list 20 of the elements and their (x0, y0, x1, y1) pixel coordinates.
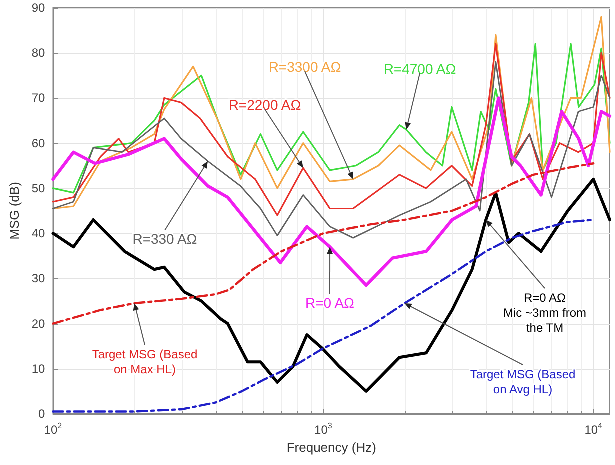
text: Target MSG (Based on Avg HL) (470, 368, 576, 396)
series-label: R=0 AΩ (306, 295, 354, 311)
text: R=3300 AΩ (268, 59, 342, 75)
text: Target MSG (Based on Max HL) (92, 348, 198, 376)
text: R=330 AΩ (132, 231, 198, 247)
y-tick-label: 60 (32, 136, 46, 150)
y-axis-title: MSG (dB) (7, 182, 22, 240)
y-tick-label: 80 (32, 46, 46, 60)
y-tick-label: 50 (32, 181, 46, 196)
text: R=4700 AΩ (384, 61, 456, 77)
text: R=0 AΩ Mic ~3mm from the TM (503, 291, 587, 335)
x-axis-title: Frequency (Hz) (286, 440, 376, 455)
y-tick-label: 20 (32, 316, 46, 331)
y-tick-label: 10 (32, 362, 46, 376)
y-tick-label: 0 (38, 407, 46, 421)
y-tick-label: 70 (32, 91, 46, 106)
y-tick-label: 30 (32, 272, 46, 286)
series-label: R=2200 AΩ (228, 97, 302, 113)
y-tick-label: 40 (32, 226, 46, 241)
y-tick-label: 90 (32, 1, 46, 15)
